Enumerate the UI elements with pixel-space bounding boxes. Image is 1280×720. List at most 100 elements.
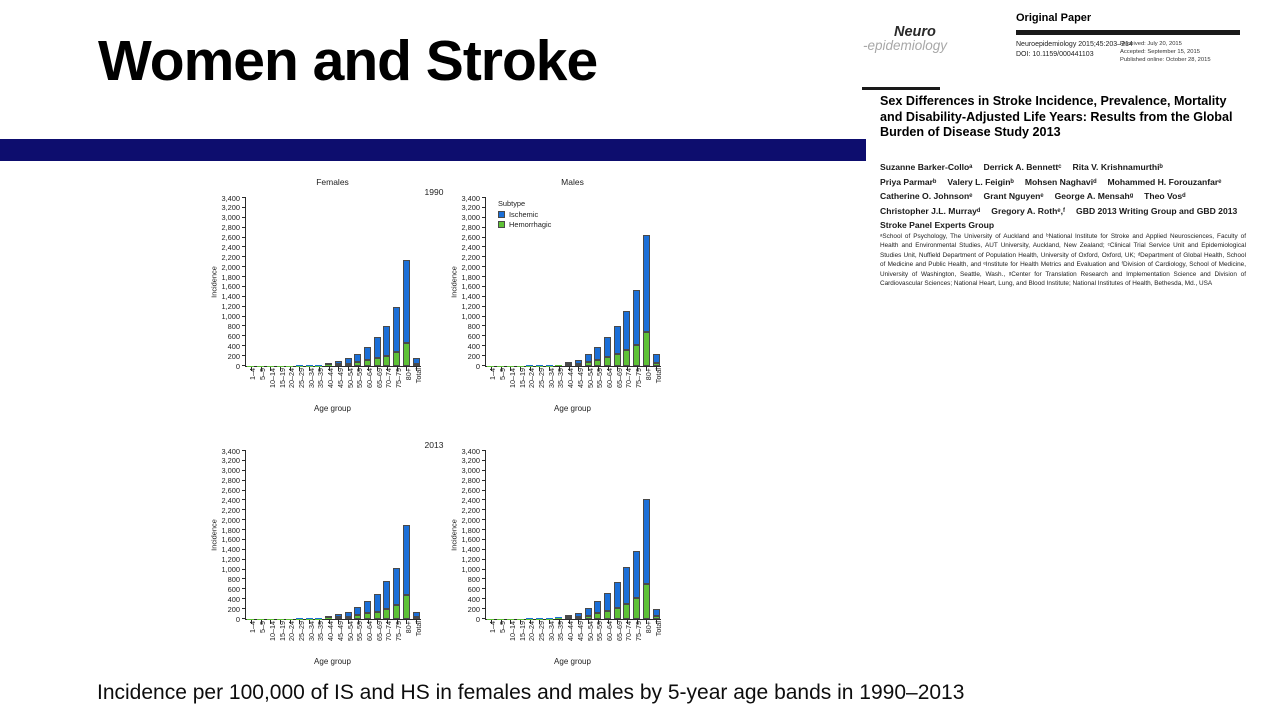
x-tick-label: 5–9 <box>258 621 268 633</box>
x-tick-mark <box>406 367 408 371</box>
ischemic-segment <box>315 364 323 366</box>
stacked-bar <box>535 365 543 366</box>
y-tick-mark <box>482 206 486 208</box>
hemorrhagic-segment <box>383 355 391 366</box>
x-tick-mark <box>416 620 418 624</box>
ischemic-segment <box>642 235 650 333</box>
y-tick-label: 3,200 <box>221 456 241 466</box>
y-tick-mark <box>482 450 486 451</box>
ischemic-segment <box>555 617 563 619</box>
accent-bar <box>0 139 866 161</box>
ischemic-segment <box>383 325 391 356</box>
hemorrhagic-segment <box>623 603 631 619</box>
citation-line: Neuroepidemiology 2015;45:203–214 <box>1016 41 1133 48</box>
y-tick-label: 1,600 <box>461 282 481 292</box>
hemorrhagic-segment <box>393 351 401 366</box>
x-tick-mark <box>597 620 599 624</box>
x-tick-mark <box>558 620 560 624</box>
y-tick-mark <box>482 305 486 307</box>
x-tick-label: 75–79 <box>394 621 404 641</box>
chart-panel-males: Males Incidence 0 200 400 600 800 1,000 1,200 1,4… <box>447 174 663 413</box>
ischemic-segment <box>402 259 410 343</box>
x-tick-label: 65–69 <box>614 368 624 388</box>
y-tick-label: 600 <box>467 584 480 594</box>
x-tick-label: 30–34 <box>306 368 316 388</box>
ischemic-segment <box>315 617 323 619</box>
author: George A. Mensahᵍ <box>1054 191 1134 201</box>
y-tick-label: 2,600 <box>221 233 241 243</box>
ischemic-segment <box>354 353 362 363</box>
x-tick-label: 65–69 <box>374 621 384 641</box>
ischemic-segment <box>584 354 592 363</box>
plot-area: Incidence 0 200 400 600 800 1,000 1,200 1,400 1,6… <box>450 447 661 624</box>
y-tick-label: 2,400 <box>461 495 481 505</box>
stacked-bar <box>364 346 372 366</box>
y-tick-mark <box>242 509 246 511</box>
stacked-bar <box>652 354 660 366</box>
y-tick-mark <box>482 216 486 218</box>
y-tick-mark <box>242 206 246 208</box>
x-tick-label: 80+ <box>403 621 413 634</box>
y-tick-mark <box>242 246 246 248</box>
y-tick-label: 200 <box>227 351 240 361</box>
y-tick-mark <box>482 335 486 337</box>
x-tick-label: 50–54 <box>585 368 595 388</box>
y-tick-label: 2,400 <box>221 242 241 252</box>
panel-body: Incidence 0 200 400 600 800 1,000 1,200 1,400 1,6… <box>210 447 421 624</box>
ischemic-segment <box>613 582 621 608</box>
ischemic-segment <box>344 358 352 364</box>
y-tick-mark <box>242 499 246 501</box>
x-tick-label: 80+ <box>643 621 653 634</box>
ischemic-segment <box>555 364 563 366</box>
y-tick-label: 3,000 <box>221 466 241 476</box>
chart-row-1990: 1990 Females Incidence 0 200 400 600 800 1,000 1,… <box>207 174 677 424</box>
stacked-bar <box>305 618 313 619</box>
hemorrhagic-segment <box>412 617 420 619</box>
y-tick-mark <box>482 489 486 491</box>
ischemic-segment <box>584 608 592 616</box>
x-tick-mark <box>260 367 262 371</box>
x-tick-label: 50–54 <box>345 368 355 388</box>
x-tick-label: 25–29 <box>296 368 306 388</box>
y-tick-label: 1,600 <box>221 282 241 292</box>
x-tick-mark <box>500 367 502 371</box>
hemorrhagic-segment <box>334 617 342 619</box>
y-tick-mark <box>242 608 246 610</box>
y-tick-mark <box>482 529 486 531</box>
x-tick-mark <box>338 367 340 371</box>
x-tick-label: 1–4 <box>488 368 498 380</box>
author: Suzanne Barker-Colloᵃ <box>880 162 973 172</box>
x-tick-mark <box>299 367 301 371</box>
stacked-bar <box>545 618 553 619</box>
plot-area: Incidence 0 200 400 600 800 1,000 1,200 1,400 1,6… <box>450 194 661 371</box>
y-tick-label: 1,000 <box>461 312 481 322</box>
x-tick-labels: 1–4 5–9 10–14 15–19 20–24 25–29 30–34 35–39 40–4… <box>207 366 422 404</box>
author: Mohammed H. Forouzanfarᵉ <box>1107 176 1222 187</box>
x-tick-mark <box>588 367 590 371</box>
author-line: Priya Parmarᵇ Valery L. Feiginᵇ Mohsen Nag… <box>880 175 1250 190</box>
x-tick-label: 80+ <box>643 368 653 381</box>
y-tick-mark <box>242 315 246 317</box>
x-tick-mark <box>318 620 320 624</box>
y-tick-mark <box>242 345 246 347</box>
legend-item: Ischemic <box>498 210 551 221</box>
hemorrhagic-segment <box>584 362 592 366</box>
hemorrhagic-segment <box>364 360 372 366</box>
x-tick-mark <box>270 620 272 624</box>
chart-panel-females: Females Incidence 0 200 400 600 800 1,000 1,200 1… <box>207 174 423 413</box>
y-tick-mark <box>482 236 486 238</box>
stacked-bar <box>334 361 342 366</box>
paper-affiliations: ᵃSchool of Psychology, The University of… <box>880 233 1246 288</box>
ischemic-segment <box>334 614 342 617</box>
x-tick-mark <box>617 367 619 371</box>
x-tick-label: 20–24 <box>527 368 537 388</box>
stacked-bar <box>315 364 323 366</box>
x-tick-label: 70–74 <box>384 621 394 641</box>
author: Rita V. Krishnamurthiᵇ <box>1072 162 1163 172</box>
hemorrhagic-segment <box>633 598 641 619</box>
ischemic-segment <box>594 601 602 614</box>
x-tick-labels: 1–4 5–9 10–14 15–19 20–24 25–29 30–34 35–39 40–4… <box>447 366 662 404</box>
x-axis-label: Age group <box>554 657 591 666</box>
y-tick-mark <box>242 578 246 580</box>
x-tick-label: 55–59 <box>595 621 605 641</box>
